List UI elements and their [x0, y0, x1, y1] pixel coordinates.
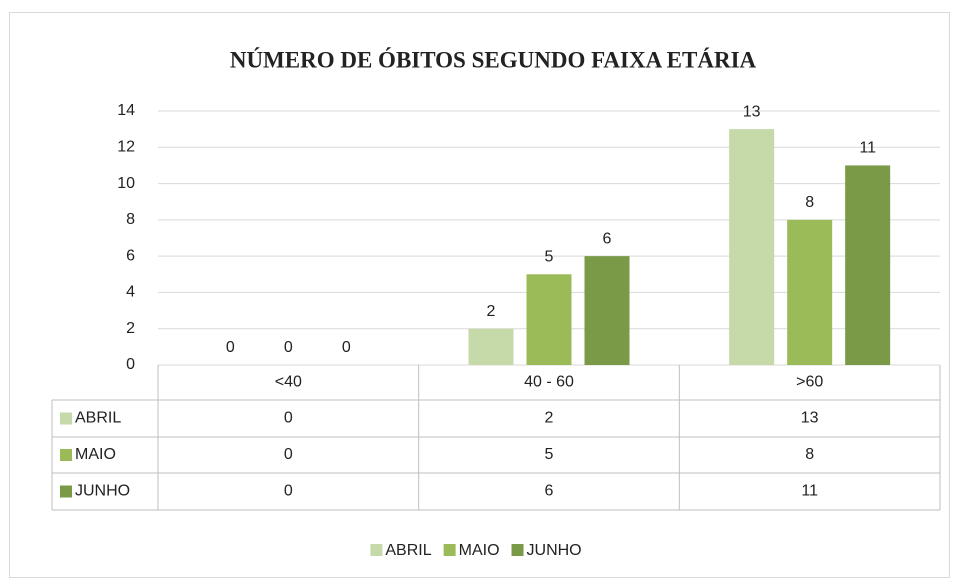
legend-label: MAIO: [459, 542, 500, 559]
bar: [845, 165, 891, 365]
data-label: 13: [743, 103, 761, 120]
table-legend-key: [60, 485, 72, 498]
x-tick-label: >60: [796, 374, 823, 391]
data-label: 11: [859, 140, 876, 157]
data-label: 8: [805, 194, 814, 211]
bar: [729, 129, 775, 365]
data-label: 0: [342, 339, 351, 356]
table-cell: 0: [284, 410, 293, 427]
table-legend-key: [60, 412, 72, 425]
table-cell: 13: [801, 410, 819, 427]
legend-label: JUNHO: [527, 542, 582, 559]
data-label: 2: [487, 303, 496, 320]
bar: [468, 328, 514, 365]
table-cell: 6: [545, 483, 554, 500]
legend-key: [443, 544, 456, 556]
table-series-name: MAIO: [75, 446, 116, 463]
y-tick-label: 14: [117, 102, 135, 119]
table-cell: 2: [545, 410, 554, 427]
table-cell: 0: [284, 446, 293, 463]
y-tick-label: 12: [117, 139, 135, 156]
y-tick-label: 10: [117, 175, 135, 192]
table-cell: 8: [805, 446, 814, 463]
chart-title: NÚMERO DE ÓBITOS SEGUNDO FAIXA ETÁRIA: [230, 46, 757, 72]
data-label: 6: [603, 230, 612, 247]
legend-label: ABRIL: [385, 542, 431, 559]
data-label: 5: [545, 249, 554, 266]
legend-key: [370, 544, 383, 556]
y-tick-label: 6: [126, 247, 135, 264]
table-cell: 11: [801, 483, 818, 500]
y-tick-label: 2: [126, 320, 135, 337]
data-label: 0: [284, 339, 293, 356]
x-tick-label: 40 - 60: [524, 374, 574, 391]
table-cell: 5: [545, 446, 554, 463]
legend-key: [511, 544, 524, 556]
y-tick-label: 0: [126, 356, 135, 373]
data-label: 0: [226, 339, 235, 356]
bar: [787, 219, 833, 365]
table-series-name: ABRIL: [75, 410, 121, 427]
y-tick-label: 8: [126, 211, 135, 228]
table-cell: 0: [284, 483, 293, 500]
table-legend-key: [60, 449, 72, 461]
y-tick-label: 4: [126, 284, 135, 301]
bar: [584, 256, 630, 365]
table-series-name: JUNHO: [75, 483, 130, 500]
bar: [526, 274, 572, 365]
x-tick-label: <40: [275, 374, 302, 391]
